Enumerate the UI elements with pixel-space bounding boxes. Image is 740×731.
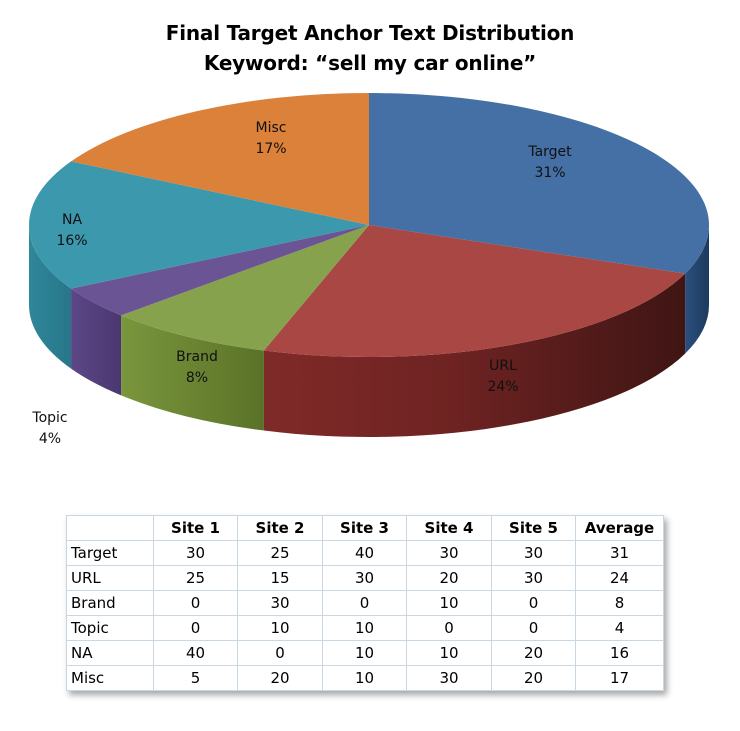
table-cell: 20	[491, 665, 576, 691]
table-cell: 30	[406, 540, 492, 566]
pie-label-value: 31%	[534, 165, 565, 181]
pie-slice-side-na	[29, 225, 72, 369]
table-cell: 0	[322, 590, 407, 616]
table-row-label: Brand	[66, 590, 154, 616]
pie-slice-side-url	[263, 273, 686, 438]
table-row-label: Misc	[66, 665, 154, 691]
table-cell: 20	[406, 565, 492, 591]
table-cell: 31	[575, 540, 664, 566]
data-table-container: Site 1 Site 2 Site 3 Site 4 Site 5 Avera…	[66, 515, 664, 691]
chart-title-block: Final Target Anchor Text Distribution Ke…	[0, 18, 740, 78]
table-header-cell	[66, 515, 154, 541]
chart-subtitle: Keyword: “sell my car online”	[203, 51, 537, 75]
chart-title: Final Target Anchor Text Distribution	[165, 21, 575, 45]
table-header-cell: Average	[575, 515, 664, 541]
table-header-cell: Site 1	[153, 515, 238, 541]
table-row-label: NA	[66, 640, 154, 666]
table-header-cell: Site 5	[491, 515, 576, 541]
table-cell: 30	[237, 590, 323, 616]
table-cell: 0	[153, 590, 238, 616]
table-row: Misc 5 20 10 30 20 17	[66, 665, 664, 691]
table-cell: 0	[491, 615, 576, 641]
table-cell: 0	[491, 590, 576, 616]
pie-labels: Target 31% URL 24% Brand 8% Topic 4% NA 16% Misc 17…	[31, 120, 572, 447]
table-cell: 30	[153, 540, 238, 566]
table-cell: 0	[153, 615, 238, 641]
pie-slice-side-topic	[71, 288, 122, 396]
table-cell: 30	[491, 565, 576, 591]
pie-slice-side-brand	[121, 315, 264, 431]
table-row-label: URL	[66, 565, 154, 591]
table-cell: 4	[575, 615, 664, 641]
pie-side-walls	[29, 225, 709, 438]
table-cell: 0	[406, 615, 492, 641]
pie-label-category: NA	[62, 212, 82, 228]
table-cell: 10	[322, 640, 407, 666]
pie-label-category: URL	[489, 358, 517, 374]
table-cell: 20	[491, 640, 576, 666]
pie-slice-na	[29, 161, 370, 289]
data-table: Site 1 Site 2 Site 3 Site 4 Site 5 Avera…	[66, 515, 664, 691]
table-cell: 10	[237, 615, 323, 641]
pie-slice-misc	[71, 93, 369, 225]
table-row: URL 25 15 30 20 30 24	[66, 565, 664, 591]
table-cell: 25	[153, 565, 238, 591]
pie-label-value: 24%	[487, 379, 518, 395]
table-row-label: Target	[66, 540, 154, 566]
table-cell: 30	[491, 540, 576, 566]
table-cell: 10	[406, 590, 492, 616]
pie-slice-url	[263, 225, 686, 357]
pie-label-category: Misc	[256, 120, 287, 136]
table-cell: 10	[322, 665, 407, 691]
table-row-label: Topic	[66, 615, 154, 641]
pie-label-value: 16%	[56, 233, 87, 249]
pie-slice-target	[369, 93, 710, 274]
pie-slices	[29, 93, 710, 357]
pie-label-category: Target	[527, 144, 572, 160]
table-cell: 0	[237, 640, 323, 666]
table-header-cell: Site 3	[322, 515, 407, 541]
table-cell: 10	[322, 615, 407, 641]
table-row: Topic 0 10 10 0 0 4	[66, 615, 664, 641]
table-cell: 25	[237, 540, 323, 566]
table-header-cell: Site 2	[237, 515, 323, 541]
table-cell: 5	[153, 665, 238, 691]
pie-slice-side-target	[685, 225, 709, 354]
pie-slice-topic	[71, 225, 369, 316]
table-cell: 40	[322, 540, 407, 566]
table-cell: 16	[575, 640, 664, 666]
table-cell: 40	[153, 640, 238, 666]
pie-slice-brand	[121, 225, 369, 351]
table-header-cell: Site 4	[406, 515, 492, 541]
table-cell: 20	[237, 665, 323, 691]
pie-label-value: 17%	[255, 141, 286, 157]
table-cell: 10	[406, 640, 492, 666]
table-row: NA 40 0 10 10 20 16	[66, 640, 664, 666]
pie-label-value: 4%	[39, 431, 61, 447]
table-row: Brand 0 30 0 10 0 8	[66, 590, 664, 616]
table-cell: 8	[575, 590, 664, 616]
pie-label-category: Brand	[176, 349, 218, 365]
table-cell: 30	[406, 665, 492, 691]
table-row: Target 30 25 40 30 30 31	[66, 540, 664, 566]
table-header-row: Site 1 Site 2 Site 3 Site 4 Site 5 Avera…	[66, 515, 664, 541]
pie-label-value: 8%	[186, 370, 208, 386]
table-cell: 17	[575, 665, 664, 691]
pie-label-category: Topic	[31, 410, 67, 426]
table-cell: 15	[237, 565, 323, 591]
table-cell: 24	[575, 565, 664, 591]
table-cell: 30	[322, 565, 407, 591]
